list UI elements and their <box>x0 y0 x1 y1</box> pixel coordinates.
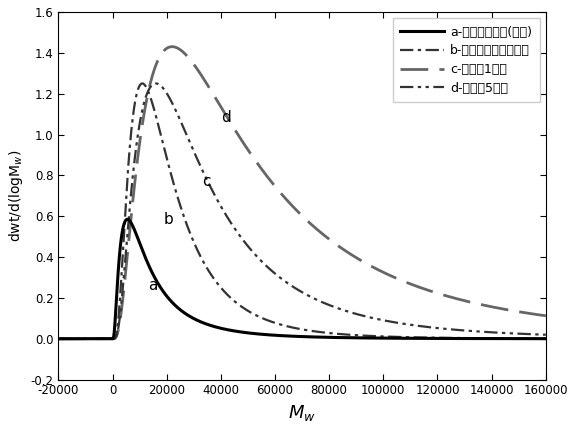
X-axis label: $M_{w}$: $M_{w}$ <box>288 403 316 423</box>
Text: b: b <box>164 212 174 227</box>
Y-axis label: dwt/d(logM$_{w}$): dwt/d(logM$_{w}$) <box>7 150 25 242</box>
Legend: a-木质素磺酸钓(木浆), b-萊磺酸盐甲醉缩合物, c-实施例1产品, d-实施例5产品: a-木质素磺酸钓(木浆), b-萊磺酸盐甲醉缩合物, c-实施例1产品, d-实… <box>393 18 539 102</box>
Text: d: d <box>221 110 231 125</box>
Text: c: c <box>202 174 210 189</box>
Text: a: a <box>148 278 157 293</box>
